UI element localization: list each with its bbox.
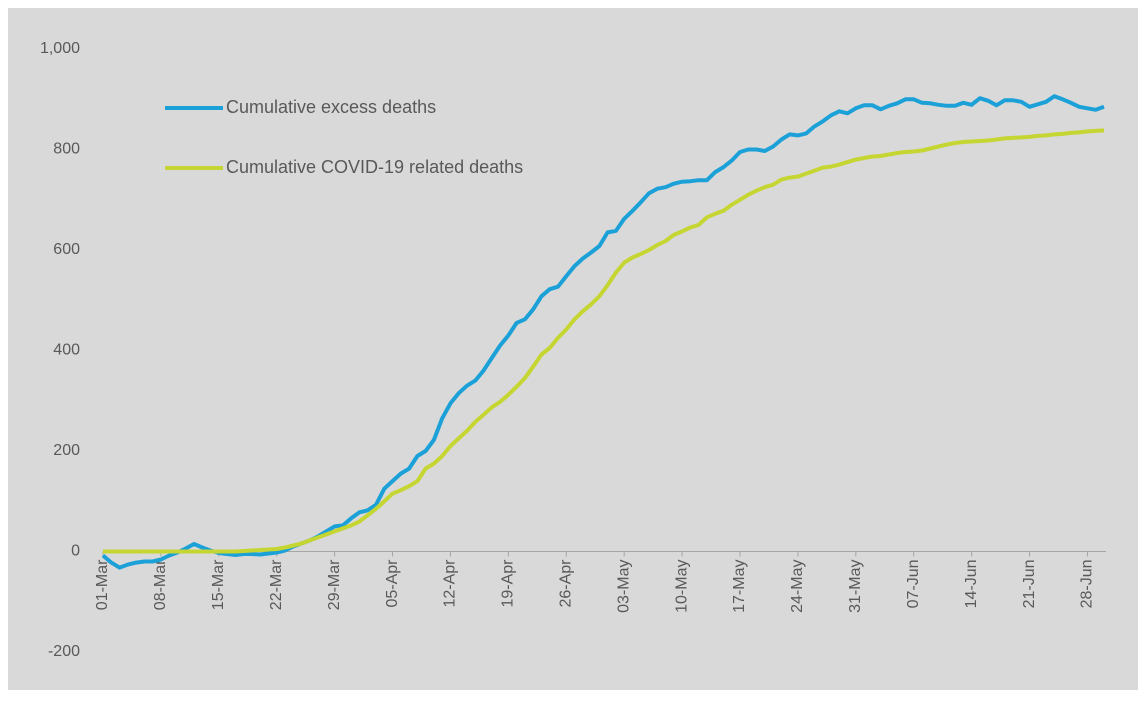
series-line xyxy=(101,94,1105,570)
legend-label: Cumulative COVID-19 related deaths xyxy=(226,157,523,177)
x-tick-label: 01-Mar xyxy=(94,559,111,610)
x-tick-label: 05-Apr xyxy=(384,559,401,608)
x-tick-label: 26-Apr xyxy=(557,559,574,608)
x-tick-label: 24-May xyxy=(789,560,806,613)
x-tick-label: 08-Mar xyxy=(152,559,169,610)
y-tick-label: 1,000 xyxy=(40,40,80,57)
x-tick-label: 07-Jun xyxy=(905,560,922,609)
legend-label: Cumulative excess deaths xyxy=(226,97,436,117)
x-tick-label: 29-Mar xyxy=(326,559,343,610)
y-tick-label: 200 xyxy=(53,442,80,459)
x-tick-label: 12-Apr xyxy=(442,559,459,608)
x-tick-label: 28-Jun xyxy=(1079,560,1096,609)
series-line xyxy=(103,128,1105,554)
x-tick-label: 14-Jun xyxy=(963,560,980,609)
y-tick-label: 800 xyxy=(53,141,80,158)
x-tick-label: 31-May xyxy=(847,560,864,613)
x-tick-label: 19-Apr xyxy=(500,559,517,608)
y-tick-label: -200 xyxy=(48,643,80,660)
x-tick-label: 17-May xyxy=(731,560,748,613)
y-tick-label: 600 xyxy=(53,241,80,258)
x-tick-label: 03-May xyxy=(615,560,632,613)
x-tick-label: 15-Mar xyxy=(210,559,227,610)
x-tick-label: 10-May xyxy=(673,560,690,613)
chart-background xyxy=(8,8,1138,690)
y-tick-label: 400 xyxy=(53,342,80,359)
x-tick-label: 22-Mar xyxy=(268,559,285,610)
x-tick-label: 21-Jun xyxy=(1021,560,1038,609)
y-tick-label: 0 xyxy=(71,543,80,560)
